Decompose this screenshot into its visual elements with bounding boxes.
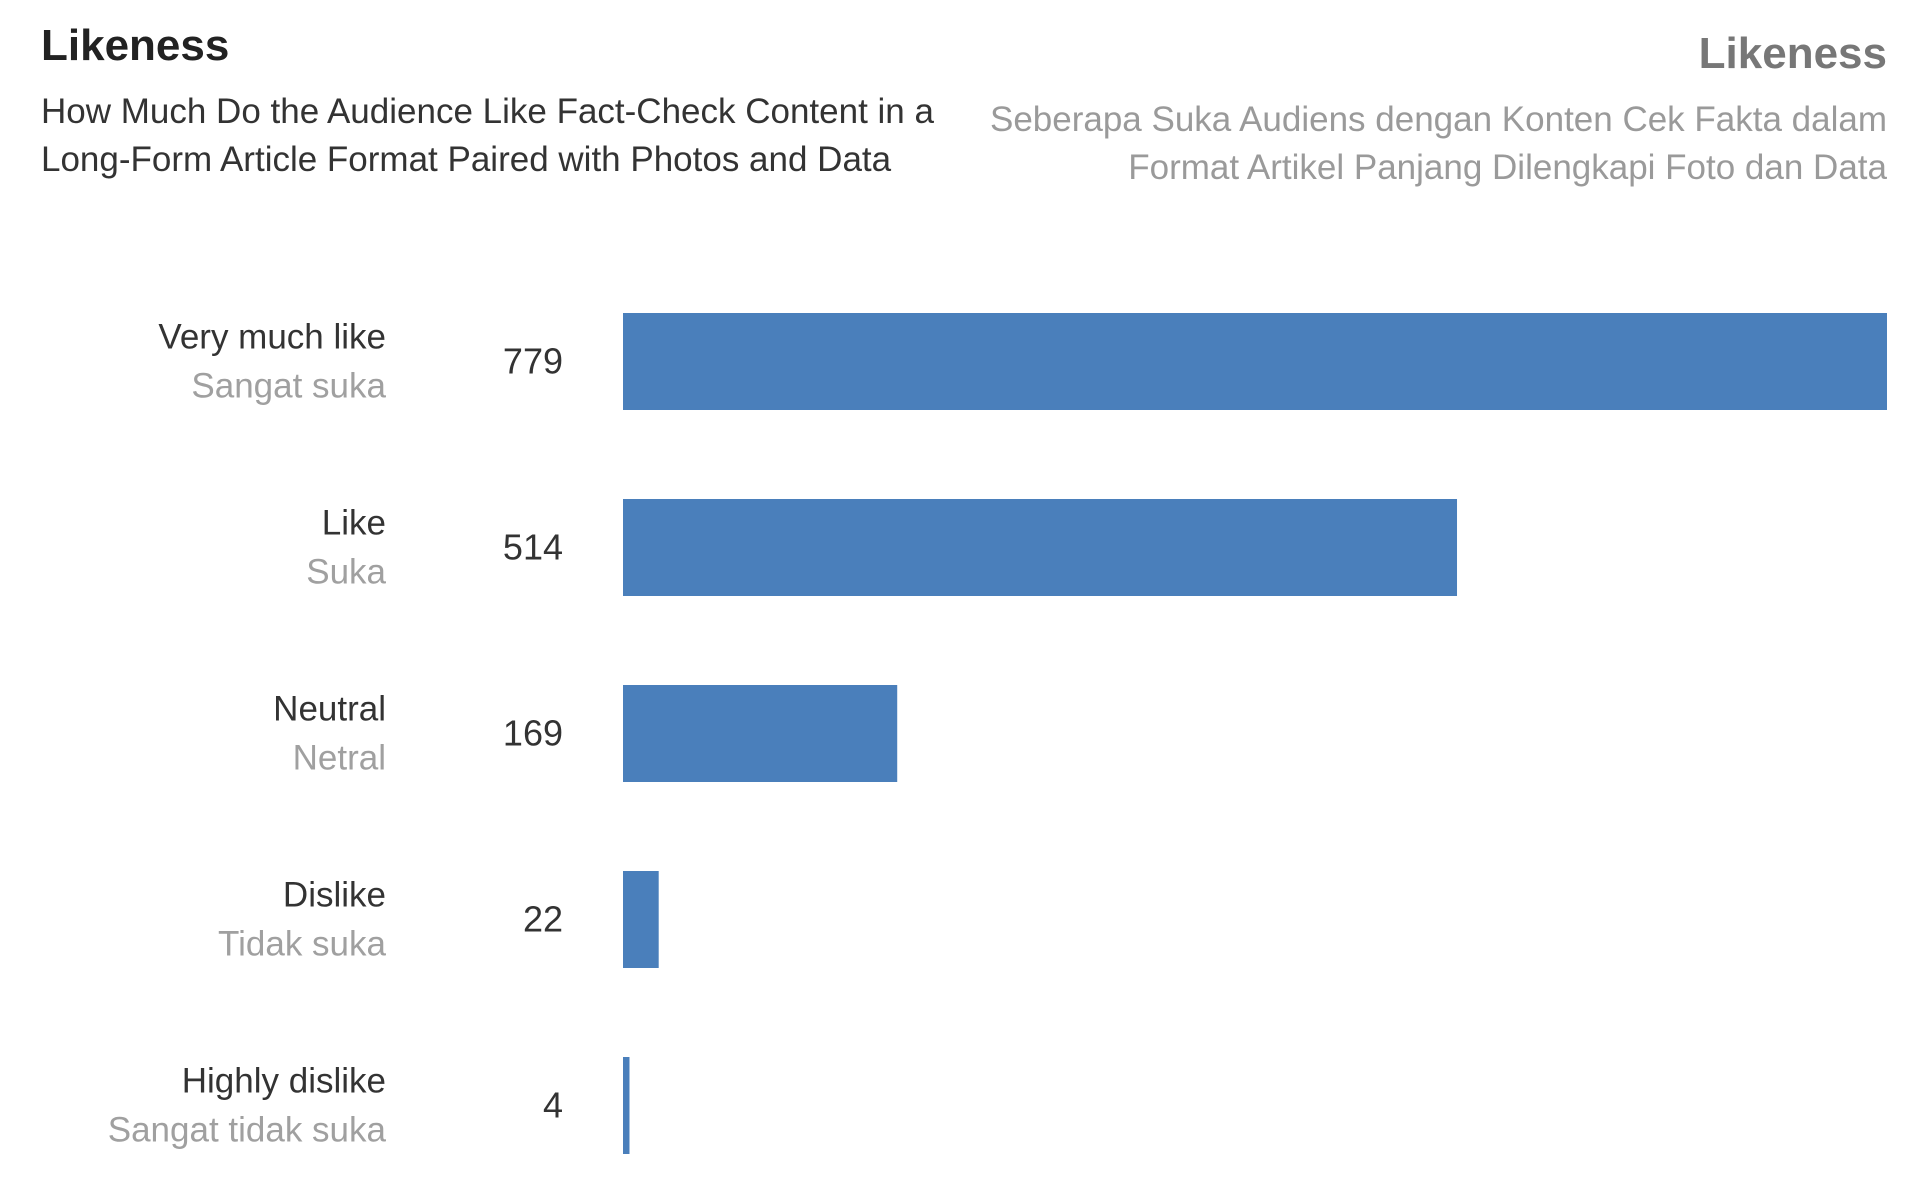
bar-0 [623, 313, 1887, 410]
value-label-1: 514 [503, 527, 563, 568]
category-label-indonesian-0: Sangat suka [191, 367, 386, 406]
category-label-indonesian-4: Sangat tidak suka [108, 1111, 387, 1150]
chart-subtitle: How Much Do the Audience Like Fact-Check… [41, 92, 934, 179]
header-indonesian: Likeness Seberapa Suka Audiens dengan Ko… [987, 26, 1887, 192]
category-label-0: Very much like [158, 318, 386, 357]
category-label-2: Neutral [273, 690, 386, 729]
category-label-indonesian-1: Suka [306, 553, 386, 592]
category-label-3: Dislike [283, 876, 386, 915]
category-label-4: Highly dislike [182, 1062, 386, 1101]
value-label-4: 4 [543, 1085, 563, 1126]
header-english: Likeness How Much Do the Audience Like F… [41, 18, 941, 184]
bar-4 [623, 1057, 630, 1154]
value-label-0: 779 [503, 341, 563, 382]
bar-2 [623, 685, 898, 782]
chart-title: Likeness [41, 21, 230, 70]
value-label-3: 22 [523, 899, 563, 940]
category-label-indonesian-2: Netral [293, 739, 386, 778]
value-label-2: 169 [503, 713, 563, 754]
bar-1 [623, 499, 1458, 596]
bar-3 [623, 871, 659, 968]
chart-subtitle-indonesian: Seberapa Suka Audiens dengan Konten Cek … [989, 100, 1887, 187]
category-label-1: Like [322, 504, 386, 543]
category-label-indonesian-3: Tidak suka [218, 925, 386, 964]
chart-title-indonesian: Likeness [1698, 29, 1887, 78]
